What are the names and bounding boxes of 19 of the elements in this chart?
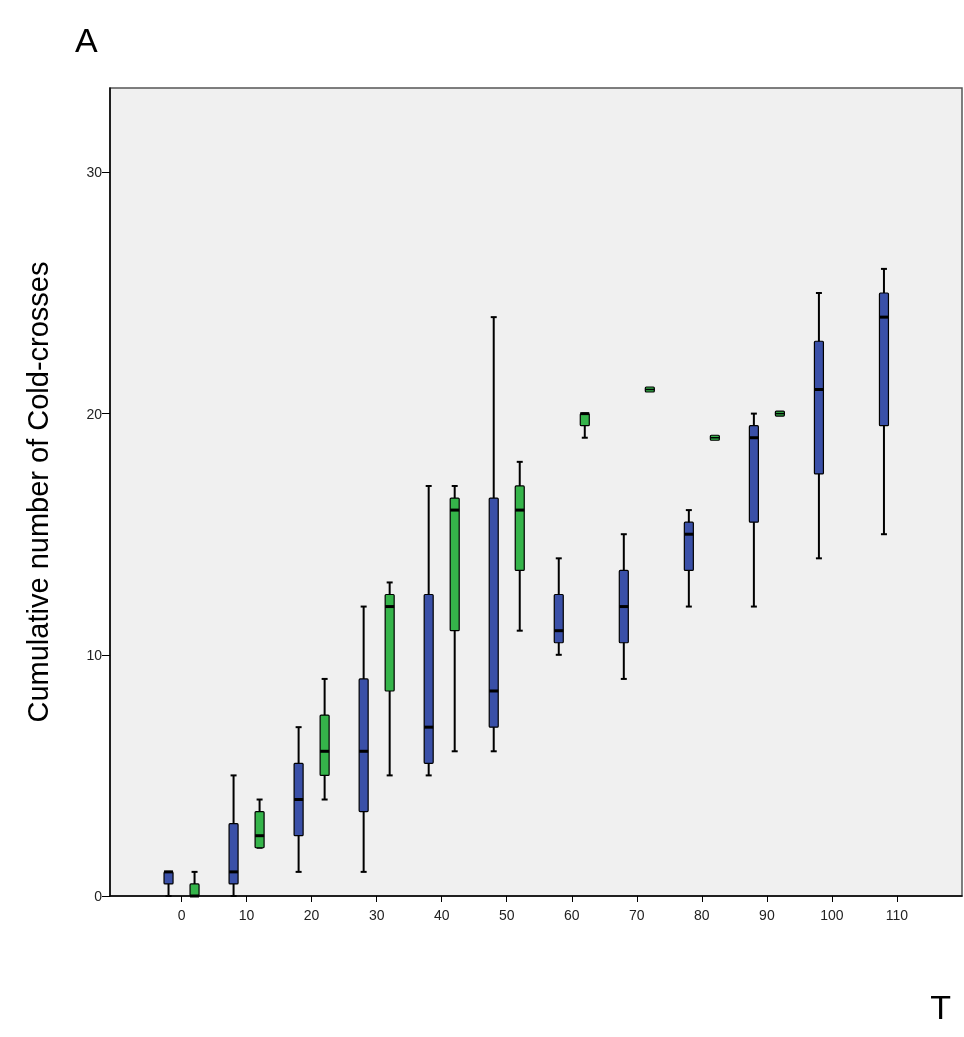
x-tick-label: 90 [759,907,775,923]
x-tick-label: 80 [694,907,710,923]
x-tick-label: 60 [563,907,580,923]
x-tick-label: 100 [820,907,844,923]
chart-title: A [75,21,98,59]
x-tick-label: 40 [433,907,450,923]
y-axis-title: Cumulative number of Cold-crosses [21,261,54,723]
y-tick-label: 10 [86,646,103,663]
y-tick-label: 30 [86,164,103,181]
x-axis-title: T [930,988,952,1026]
x-tick-label: 0 [177,907,186,923]
x-tick-label: 20 [303,907,320,923]
x-tick-label: 70 [629,907,645,923]
x-tick-label: 30 [368,907,385,923]
x-tick-label: 110 [885,907,909,923]
x-tick-label: 50 [498,907,515,923]
y-tick-label: 20 [86,405,103,422]
x-tick-label: 10 [238,907,255,923]
y-tick-label: 0 [94,888,103,904]
